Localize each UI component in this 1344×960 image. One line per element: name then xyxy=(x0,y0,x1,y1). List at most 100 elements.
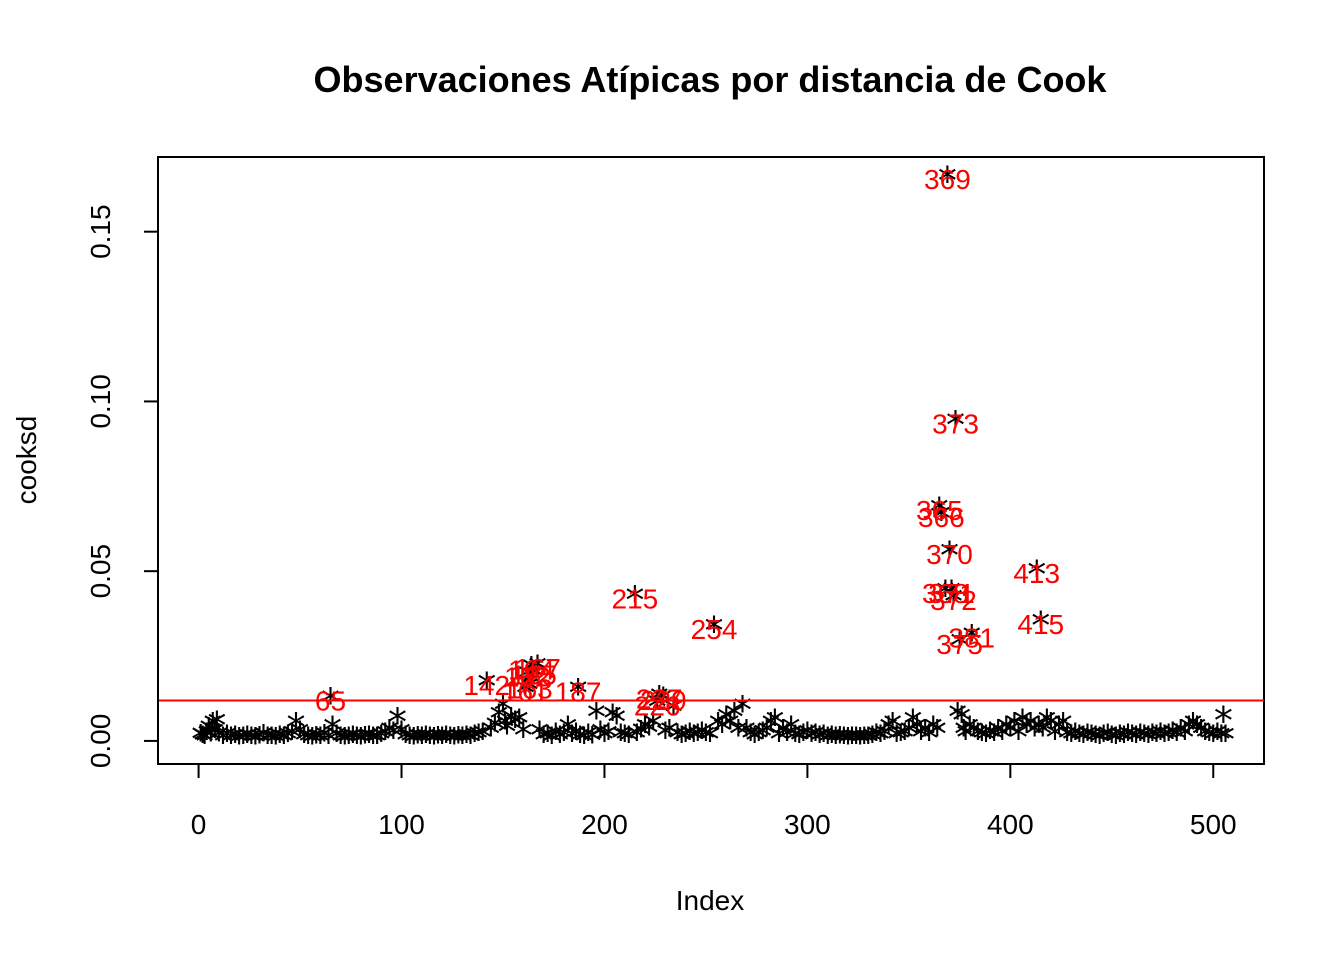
point-label: 65 xyxy=(315,686,346,717)
data-point: * xyxy=(274,720,293,764)
data-point: * xyxy=(1029,709,1048,753)
data-point: * xyxy=(1151,716,1170,760)
data-point: * xyxy=(461,720,480,764)
data-point: * xyxy=(546,716,565,760)
data-point: * xyxy=(1054,706,1073,750)
point-label: 161 xyxy=(502,677,549,708)
data-point: * xyxy=(384,715,403,759)
data-point: * xyxy=(242,720,261,764)
point-label: 142 xyxy=(463,670,510,701)
data-point: * xyxy=(863,719,882,763)
data-point: * xyxy=(692,715,711,759)
data-point: * xyxy=(709,706,728,750)
data-point: * xyxy=(408,720,427,764)
data-point: * xyxy=(270,719,289,763)
data-point: * xyxy=(1090,720,1109,764)
data-point: * xyxy=(496,706,515,750)
data-point: * xyxy=(769,718,788,762)
data-point: * xyxy=(542,720,561,764)
data-point: * xyxy=(1196,716,1215,760)
data-point: * xyxy=(1082,718,1101,762)
data-point: * xyxy=(903,702,922,746)
data-point: * xyxy=(562,718,581,762)
point-label: 229 xyxy=(640,685,687,716)
data-point: * xyxy=(522,650,541,694)
data-point: * xyxy=(282,716,301,760)
data-point: * xyxy=(1074,719,1093,763)
data-point: * xyxy=(351,721,370,765)
data-point: * xyxy=(396,719,415,763)
data-point: * xyxy=(528,648,547,692)
point-label: 413 xyxy=(1013,558,1060,589)
data-point: * xyxy=(1027,553,1046,597)
data-point: * xyxy=(636,709,655,753)
data-point: * xyxy=(1005,706,1024,750)
data-point: * xyxy=(191,718,210,762)
data-point: * xyxy=(946,403,965,447)
data-point: * xyxy=(360,719,379,763)
data-point: * xyxy=(250,720,269,764)
data-point: * xyxy=(1031,604,1050,648)
data-point: * xyxy=(985,717,1004,761)
data-point: * xyxy=(907,709,926,753)
data-point: * xyxy=(1192,712,1211,756)
data-point: * xyxy=(741,717,760,761)
data-point: * xyxy=(1179,709,1198,753)
data-point: * xyxy=(1131,717,1150,761)
plot-frame xyxy=(157,156,1265,765)
data-point: * xyxy=(1214,699,1233,743)
data-point: * xyxy=(567,716,586,760)
data-point: * xyxy=(1078,717,1097,761)
point-label: 165 xyxy=(510,660,557,691)
data-point: * xyxy=(1200,717,1219,761)
point-label: 415 xyxy=(1017,609,1064,640)
data-point: * xyxy=(1204,718,1223,762)
data-point: * xyxy=(1208,716,1227,760)
data-point: * xyxy=(1094,718,1113,762)
data-point: * xyxy=(311,720,330,764)
point-label: 226 xyxy=(634,690,681,721)
data-point: * xyxy=(258,720,277,764)
data-point: * xyxy=(891,717,910,761)
data-point: * xyxy=(599,716,618,760)
data-point: * xyxy=(1110,718,1129,762)
data-point: * xyxy=(429,720,448,764)
data-point: * xyxy=(197,716,216,760)
data-point: * xyxy=(554,717,573,761)
data-point: * xyxy=(981,715,1000,759)
x-tick-label: 200 xyxy=(581,809,628,840)
point-label: 369 xyxy=(924,164,971,195)
data-point: * xyxy=(1037,702,1056,746)
data-point: * xyxy=(1001,712,1020,756)
data-point: * xyxy=(441,720,460,764)
data-point: * xyxy=(822,719,841,763)
data-point: * xyxy=(372,718,391,762)
data-point: * xyxy=(583,720,602,764)
data-point: * xyxy=(660,712,679,756)
data-point: * xyxy=(1216,718,1235,762)
point-label: 167 xyxy=(514,653,561,684)
data-point: * xyxy=(944,580,963,624)
data-point: * xyxy=(234,720,253,764)
data-point: * xyxy=(1106,720,1125,764)
point-label: 381 xyxy=(948,622,995,653)
data-point: * xyxy=(453,720,472,764)
data-point: * xyxy=(1058,717,1077,761)
data-point: * xyxy=(558,709,577,753)
data-point: * xyxy=(749,717,768,761)
data-point: * xyxy=(1135,718,1154,762)
chart-title: Observaciones Atípicas por distancia de … xyxy=(314,59,1108,100)
data-point: * xyxy=(575,720,594,764)
data-point: * xyxy=(510,702,529,746)
data-point: * xyxy=(222,720,241,764)
data-point: * xyxy=(1119,717,1138,761)
data-point: * xyxy=(725,695,744,739)
data-point: * xyxy=(668,717,687,761)
data-point: * xyxy=(254,718,273,762)
data-point: * xyxy=(916,712,935,756)
points-layer: ****************************************… xyxy=(191,159,1235,765)
data-point: * xyxy=(656,715,675,759)
point-label: 254 xyxy=(691,614,738,645)
data-point: * xyxy=(335,721,354,765)
data-point: * xyxy=(205,714,224,758)
